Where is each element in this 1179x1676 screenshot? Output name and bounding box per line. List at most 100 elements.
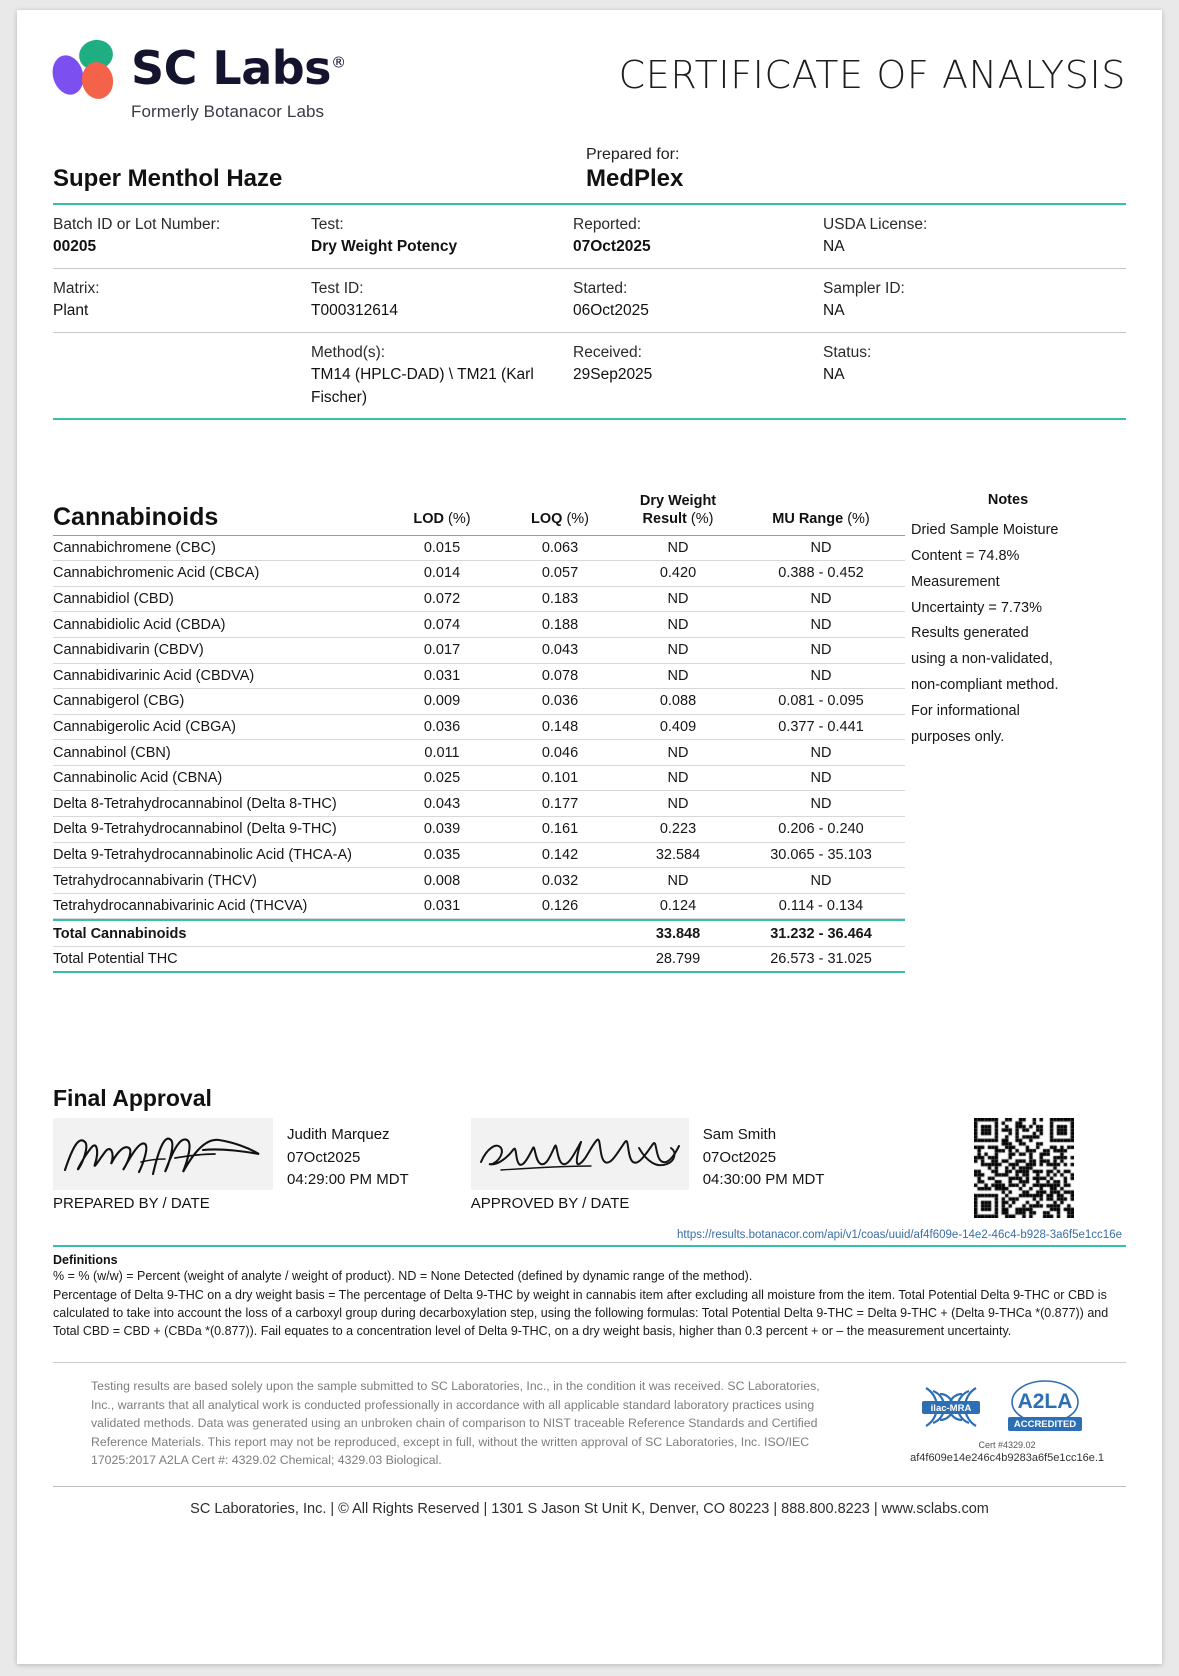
analyte-mu-range: 0.081 - 0.095 (778, 693, 864, 710)
analyte-result: 0.409 (659, 718, 697, 735)
metadata-value: 07Oct2025 (573, 238, 651, 256)
analyte-result: 32.584 (655, 846, 701, 863)
cannabinoids-table-header: Cannabinoids LOD (%) LOQ (%) Dry Weight … (53, 492, 905, 536)
sc-labs-logo-mark-icon (48, 36, 119, 102)
cannabinoids-rows: Cannabichromene (CBC) 0.015 0.063 ND ND Canna… (53, 536, 905, 974)
analyte-mu-range: ND (810, 642, 832, 659)
definitions-line-1: % = % (w/w) = Percent (weight of analyte… (53, 1269, 753, 1284)
analyte-loq: 0.046 (541, 744, 579, 761)
metadata-label: Received: (573, 343, 642, 361)
analyte-mu-range: ND (810, 795, 832, 812)
analyte-lod: 0.039 (423, 821, 461, 838)
metadata-cell-reported: Reported: 07Oct2025 (573, 205, 823, 268)
analyte-result: 0.223 (659, 821, 697, 838)
metadata-row: Matrix: Plant Test ID: T000312614 Starte… (53, 269, 1126, 333)
analyte-lod: 0.031 (423, 667, 461, 684)
table-row: Cannabinolic Acid (CBNA) 0.025 0.101 ND ND (53, 766, 905, 792)
analyte-result: ND (667, 591, 689, 608)
metadata-label: Test ID: (311, 279, 364, 297)
coa-url-link[interactable]: https://results.botanacor.com/api/v1/coa… (677, 1229, 1122, 1242)
prepared-by-name: Judith Marquez (287, 1126, 390, 1144)
metadata-value: Dry Weight Potency (311, 238, 458, 256)
prepared-for-block: Prepared for: MedPlex (586, 146, 1126, 193)
cannabinoids-table: Cannabinoids LOD (%) LOQ (%) Dry Weight … (53, 492, 905, 974)
column-header-loq-label: LOQ (530, 511, 563, 528)
qr-code-icon[interactable] (974, 1118, 1074, 1219)
prepared-for-label: Prepared for: (586, 146, 680, 163)
analyte-mu-range: 0.114 - 0.134 (778, 898, 864, 915)
brand-name: SC Labs (131, 41, 332, 95)
table-row: Cannabidivarin (CBDV) 0.017 0.043 ND ND (53, 638, 905, 664)
analyte-result: ND (667, 770, 689, 787)
notes-line: Dried Sample Moisture (911, 522, 1059, 539)
analyte-loq: 0.043 (541, 642, 579, 659)
client-name: MedPlex (586, 165, 684, 192)
analyte-mu-range: ND (810, 616, 832, 633)
analyte-name: Tetrahydrocannabivarinic Acid (THCVA) (53, 898, 308, 915)
analyte-name: Delta 9-Tetrahydrocannabinol (Delta 9-TH… (53, 821, 337, 838)
analyte-mu-range: 0.377 - 0.441 (778, 718, 864, 735)
section-title: Cannabinoids (53, 503, 219, 532)
table-row: Cannabinol (CBN) 0.011 0.046 ND ND (53, 740, 905, 766)
coa-sheet: SC Labs® Formerly Botanacor Labs CERTIFI… (17, 10, 1162, 1664)
analyte-mu-range: 31.232 - 36.464 (770, 925, 872, 942)
analyte-lod: 0.015 (423, 539, 461, 556)
page-title: CERTIFICATE OF ANALYSIS (618, 53, 1126, 97)
column-header-result-line1: Dry Weight (639, 493, 717, 510)
analyte-name: Total Cannabinoids (53, 925, 187, 942)
final-approval-title: Final Approval (53, 1085, 212, 1112)
table-row: Cannabidiolic Acid (CBDA) 0.074 0.188 ND ND (53, 612, 905, 638)
column-header-loq-unit: (%) (566, 511, 589, 528)
approved-by-date: 07Oct2025 (702, 1148, 777, 1166)
metadata-cell-started: Started: 06Oct2025 (573, 269, 823, 332)
analyte-name: Cannabinol (CBN) (53, 744, 171, 761)
analyte-loq: 0.183 (541, 591, 579, 608)
analyte-result: 0.124 (659, 898, 697, 915)
analyte-name: Cannabidiol (CBD) (53, 591, 174, 608)
metadata-value: NA (823, 238, 845, 256)
metadata-cell-test-id: Test ID: T000312614 (311, 269, 573, 332)
notes-line: using a non-validated, (911, 651, 1053, 668)
analyte-lod: 0.014 (423, 565, 461, 582)
analyte-loq: 0.078 (541, 667, 579, 684)
analyte-lod: 0.009 (423, 693, 461, 710)
analyte-name: Delta 8-Tetrahydrocannabinol (Delta 8-TH… (53, 795, 337, 812)
analyte-lod: 0.008 (423, 872, 461, 889)
approved-by-group: APPROVED BY / DATE Sam Smith 07Oct2025 0… (470, 1118, 824, 1212)
metadata-cell-batch-id: Batch ID or Lot Number: 00205 (53, 205, 311, 268)
cannabinoids-section: Cannabinoids LOD (%) LOQ (%) Dry Weight … (53, 492, 1126, 974)
analyte-result: ND (667, 667, 689, 684)
analyte-loq: 0.057 (541, 565, 579, 582)
analyte-mu-range: 30.065 - 35.103 (770, 846, 872, 863)
definitions-section: Definitions % = % (w/w) = Percent (weigh… (53, 1247, 1126, 1340)
table-row: Cannabichromene (CBC) 0.015 0.063 ND ND (53, 536, 905, 562)
sample-metadata-table: Batch ID or Lot Number: 00205 Test: Dry … (53, 203, 1126, 421)
cert-uuid: af4f609e14e246c4b9283a6f5e1cc16e.1 (910, 1452, 1104, 1465)
analyte-loq: 0.063 (541, 539, 579, 556)
svg-text:ilac-MRA: ilac-MRA (931, 1403, 972, 1414)
analyte-mu-range: 0.206 - 0.240 (778, 821, 864, 838)
column-header-notes: Notes (911, 492, 1105, 516)
analyte-result: ND (667, 642, 689, 659)
analyte-loq: 0.126 (541, 898, 579, 915)
analyte-name: Cannabidiolic Acid (CBDA) (53, 616, 226, 633)
approved-by-signature-image (470, 1118, 689, 1191)
table-row: Cannabidiol (CBD) 0.072 0.183 ND ND (53, 587, 905, 613)
coa-qr-code[interactable] (974, 1118, 1126, 1223)
definitions-line-2: Percentage of Delta 9-THC on a dry weigh… (53, 1288, 1109, 1338)
analyte-loq: 0.032 (541, 872, 579, 889)
analyte-mu-range: ND (810, 667, 832, 684)
sample-and-client: Super Menthol Haze Prepared for: MedPlex (53, 146, 1126, 193)
approved-by-name: Sam Smith (702, 1126, 777, 1144)
footer-divider (53, 1485, 1126, 1487)
brand-tagline: Formerly Botanacor Labs (131, 102, 325, 121)
analyte-loq: 0.101 (541, 770, 579, 787)
accreditation-badges: ilac-MRA A2LA ACCREDITED Cert #4329.02 a… (910, 1377, 1126, 1464)
analyte-lod: 0.036 (423, 718, 461, 735)
prepared-by-signature-image (53, 1118, 273, 1191)
analyte-mu-range: ND (810, 744, 832, 761)
metadata-label: Started: (573, 279, 628, 297)
table-row: Tetrahydrocannabivarinic Acid (THCVA) 0.0… (53, 894, 905, 920)
notes-column: Notes Dried Sample Moisture Content = 74.… (911, 492, 1105, 973)
